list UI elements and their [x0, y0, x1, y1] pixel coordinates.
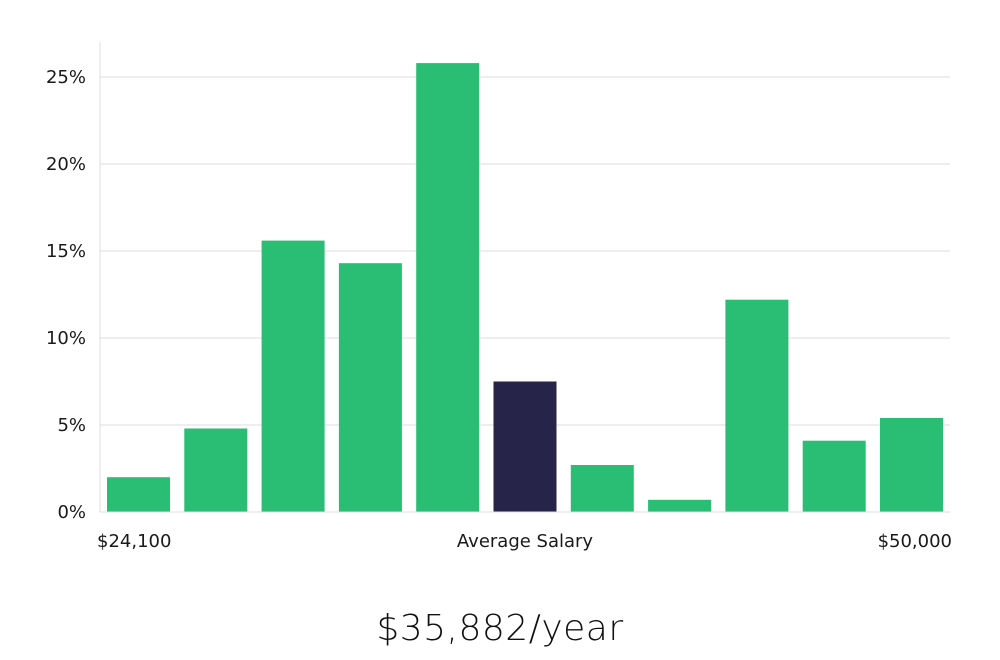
bar-average-salary — [493, 381, 557, 512]
y-tick-label-5: 5% — [57, 415, 86, 436]
x-label-min: $24,100 — [97, 531, 171, 552]
bar-10 — [880, 418, 943, 512]
bar-6 — [570, 465, 634, 512]
x-label-max: $50,000 — [878, 531, 952, 552]
bar-8 — [725, 299, 789, 512]
gridlines — [100, 76, 950, 426]
bar-0 — [107, 477, 170, 512]
bar-4 — [416, 63, 480, 512]
x-label-average: Average Salary — [457, 531, 594, 552]
bar-2 — [261, 240, 325, 512]
average-salary-value: $35,882/year — [376, 608, 624, 649]
bars — [107, 63, 943, 512]
y-tick-label-15: 15% — [46, 241, 86, 262]
bar-9 — [802, 440, 866, 512]
y-tick-label-25: 25% — [46, 67, 86, 88]
y-tick-label-20: 20% — [46, 154, 86, 175]
y-tick-label-10: 10% — [46, 328, 86, 349]
bar-3 — [338, 263, 402, 512]
bar-1 — [184, 428, 248, 512]
y-tick-label-0: 0% — [57, 502, 86, 523]
y-axis-ticks: 0% 5% 10% 15% 20% 25% — [46, 67, 86, 523]
salary-histogram-chart: 0%5%10%15%20%25% $24,100 Average Salary … — [46, 42, 952, 552]
bar-7 — [648, 499, 712, 512]
